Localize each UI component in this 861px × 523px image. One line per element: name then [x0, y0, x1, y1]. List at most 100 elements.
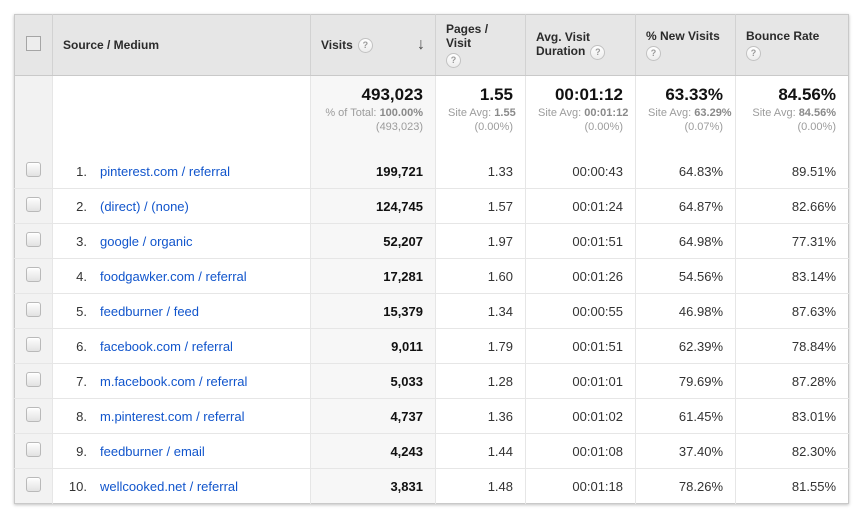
bounce-rate-cell: 87.28% — [735, 363, 849, 399]
row-index: 8. — [76, 408, 87, 424]
table-row: 8. m.pinterest.com / referral 4,737 1.36 … — [14, 398, 849, 434]
visits-cell: 4,737 — [310, 398, 436, 434]
bounce-rate-cell: 83.14% — [735, 258, 849, 294]
row-checkbox[interactable] — [26, 267, 41, 282]
column-label-avg-visit-duration: Avg. Visit Duration — [536, 30, 591, 59]
column-label-visits: Visits — [321, 38, 353, 52]
help-icon[interactable]: ? — [590, 44, 606, 60]
source-medium-link[interactable]: pinterest.com / referral — [100, 163, 231, 179]
new-visits-cell: 64.87% — [635, 188, 736, 224]
source-medium-link[interactable]: m.pinterest.com / referral — [100, 408, 245, 424]
source-medium-cell: 5. feedburner / feed — [52, 293, 311, 329]
avg-visit-duration-cell: 00:01:01 — [525, 363, 636, 399]
source-medium-link[interactable]: wellcooked.net / referral — [100, 478, 239, 494]
new-visits-cell: 62.39% — [635, 328, 736, 364]
visits-cell: 124,745 — [310, 188, 436, 224]
table-row: 7. m.facebook.com / referral 5,033 1.28 0… — [14, 363, 849, 399]
column-header-avg-visit-duration[interactable]: Avg. Visit Duration? — [525, 14, 636, 76]
avg-visit-duration-cell: 00:01:08 — [525, 433, 636, 469]
table-row: 3. google / organic 52,207 1.97 00:01:51 … — [14, 223, 849, 259]
help-icon[interactable]: ? — [646, 46, 661, 62]
source-medium-link[interactable]: feedburner / email — [100, 443, 205, 459]
source-medium-cell: 3. google / organic — [52, 223, 311, 259]
source-medium-table: Source / Medium Visits ? ↓ Pages / Visit… — [14, 14, 849, 504]
source-medium-cell: 2. (direct) / (none) — [52, 188, 311, 224]
summary-checkbox-cell — [14, 75, 53, 154]
pages-per-visit-cell: 1.48 — [435, 468, 526, 504]
help-icon[interactable]: ? — [446, 53, 461, 69]
avg-visit-duration-cell: 00:00:55 — [525, 293, 636, 329]
bounce-rate-cell: 82.66% — [735, 188, 849, 224]
row-checkbox[interactable] — [26, 407, 41, 422]
column-header-new-visits[interactable]: % New Visits ? — [635, 14, 736, 76]
summary-body: 493,023 % of Total: 100.00% (493,023) 1.… — [14, 75, 849, 154]
source-medium-link[interactable]: feedburner / feed — [100, 303, 200, 319]
row-checkbox[interactable] — [26, 442, 41, 457]
pages-per-visit-cell: 1.33 — [435, 154, 526, 189]
summary-bounce-rate-cell: 84.56% Site Avg: 84.56% (0.00%) — [735, 75, 849, 154]
column-header-pages-per-visit[interactable]: Pages / Visit ? — [435, 14, 526, 76]
row-checkbox[interactable] — [26, 197, 41, 212]
avg-visit-duration-cell: 00:01:18 — [525, 468, 636, 504]
pages-per-visit-cell: 1.57 — [435, 188, 526, 224]
help-icon[interactable]: ? — [746, 46, 761, 62]
avg-visit-duration-cell: 00:00:43 — [525, 154, 636, 189]
bounce-rate-cell: 81.55% — [735, 468, 849, 504]
summary-row: 493,023 % of Total: 100.00% (493,023) 1.… — [14, 75, 849, 154]
visits-cell: 15,379 — [310, 293, 436, 329]
bounce-rate-cell: 82.30% — [735, 433, 849, 469]
source-medium-cell: 8. m.pinterest.com / referral — [52, 398, 311, 434]
source-medium-link[interactable]: (direct) / (none) — [100, 198, 189, 214]
bounce-rate-cell: 77.31% — [735, 223, 849, 259]
row-index: 9. — [76, 443, 87, 459]
sort-descending-icon[interactable]: ↓ — [417, 36, 425, 53]
table-row: 2. (direct) / (none) 124,745 1.57 00:01:2… — [14, 188, 849, 224]
row-checkbox[interactable] — [26, 232, 41, 247]
source-medium-cell: 7. m.facebook.com / referral — [52, 363, 311, 399]
row-index: 10. — [68, 478, 87, 494]
row-index: 2. — [76, 198, 87, 214]
table-body: 1. pinterest.com / referral 199,721 1.33 … — [14, 154, 849, 504]
avg-visit-duration-cell: 00:01:26 — [525, 258, 636, 294]
bounce-rate-cell: 83.01% — [735, 398, 849, 434]
row-checkbox[interactable] — [26, 477, 41, 492]
avg-visit-duration-cell: 00:01:02 — [525, 398, 636, 434]
summary-source-cell — [52, 75, 311, 154]
row-checkbox[interactable] — [26, 337, 41, 352]
visits-cell: 5,033 — [310, 363, 436, 399]
visits-cell: 199,721 — [310, 154, 436, 189]
source-medium-link[interactable]: google / organic — [100, 233, 193, 249]
source-medium-link[interactable]: facebook.com / referral — [100, 338, 233, 354]
table-header: Source / Medium Visits ? ↓ Pages / Visit… — [14, 14, 849, 76]
source-medium-cell: 9. feedburner / email — [52, 433, 311, 469]
row-checkbox[interactable] — [26, 162, 41, 177]
help-icon[interactable]: ? — [357, 37, 373, 53]
total-visits-paren: (493,023) — [375, 121, 423, 133]
row-checkbox-cell — [14, 363, 53, 399]
source-medium-link[interactable]: m.facebook.com / referral — [100, 373, 248, 389]
table-row: 1. pinterest.com / referral 199,721 1.33 … — [14, 154, 849, 189]
summary-avg-duration-cell: 00:01:12 Site Avg: 00:01:12 (0.00%) — [525, 75, 636, 154]
avg-visit-duration-cell: 00:01:51 — [525, 223, 636, 259]
new-visits-cell: 37.40% — [635, 433, 736, 469]
table-row: 10. wellcooked.net / referral 3,831 1.48 … — [14, 468, 849, 504]
table-row: 9. feedburner / email 4,243 1.44 00:01:08… — [14, 433, 849, 469]
pages-per-visit-cell: 1.79 — [435, 328, 526, 364]
bounce-rate-cell: 89.51% — [735, 154, 849, 189]
row-index: 4. — [76, 268, 87, 284]
row-checkbox-cell — [14, 468, 53, 504]
row-checkbox[interactable] — [26, 372, 41, 387]
column-header-source-medium[interactable]: Source / Medium — [52, 14, 311, 76]
column-label-bounce-rate: Bounce Rate — [746, 28, 820, 43]
column-header-bounce-rate[interactable]: Bounce Rate ? — [735, 14, 849, 76]
row-checkbox[interactable] — [26, 302, 41, 317]
column-header-visits[interactable]: Visits ? ↓ — [310, 14, 436, 76]
source-medium-link[interactable]: foodgawker.com / referral — [100, 268, 247, 284]
row-index: 3. — [76, 233, 87, 249]
summary-pages-per-visit-cell: 1.55 Site Avg: 1.55 (0.00%) — [435, 75, 526, 154]
select-all-checkbox[interactable] — [26, 36, 41, 51]
row-checkbox-cell — [14, 293, 53, 329]
source-medium-cell: 4. foodgawker.com / referral — [52, 258, 311, 294]
bounce-rate-cell: 87.63% — [735, 293, 849, 329]
